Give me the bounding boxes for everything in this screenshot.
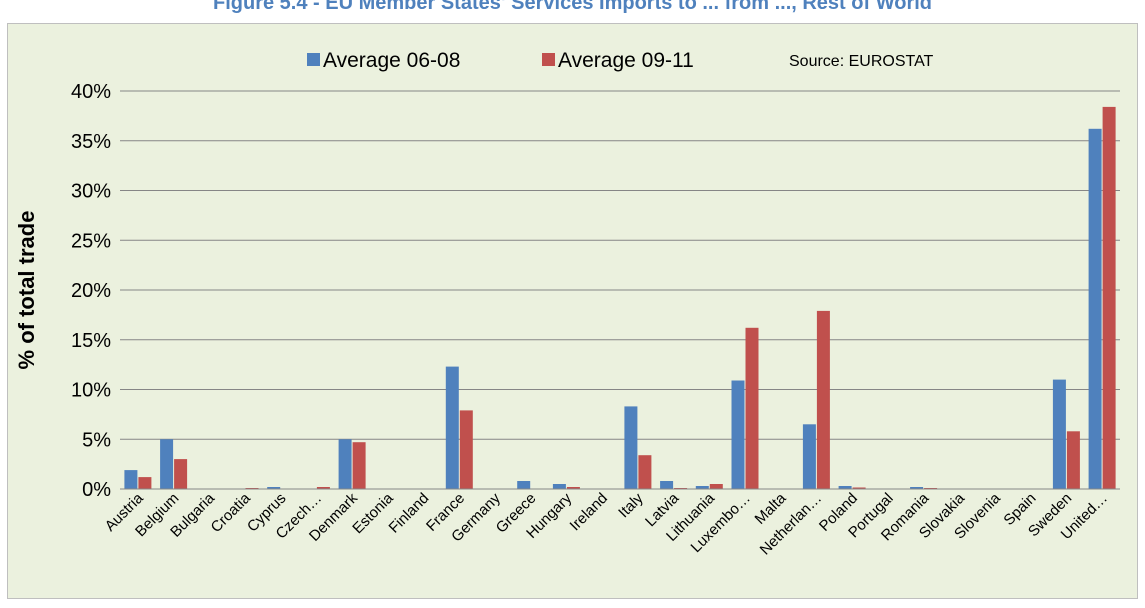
bar-series-2 bbox=[1067, 431, 1080, 489]
x-tick-labels: AustriaBelgiumBulgariaCroatiaCyprusCzech… bbox=[102, 489, 1111, 558]
y-tick-labels: 0% 5% 10% 15% 20% 25% 30% 35% 40% bbox=[71, 81, 111, 501]
bar-series-2 bbox=[746, 328, 759, 489]
bar-series-1 bbox=[124, 470, 137, 489]
y-tick-label: 0% bbox=[82, 479, 111, 501]
x-tick-label: Ireland bbox=[567, 490, 611, 534]
bar-series-1 bbox=[732, 381, 745, 490]
bar-series-1 bbox=[1053, 380, 1066, 489]
bar-series-2 bbox=[1103, 107, 1116, 489]
bar-series-2 bbox=[638, 455, 651, 489]
bar-series-1 bbox=[660, 481, 673, 489]
bar-series-1 bbox=[446, 367, 459, 489]
y-tick-label: 10% bbox=[71, 380, 111, 402]
bar-series-1 bbox=[517, 481, 530, 489]
bar-series-2 bbox=[174, 459, 187, 489]
legend-label-series-2: Average 09-11 bbox=[558, 49, 694, 72]
y-tick-label: 40% bbox=[71, 81, 111, 103]
y-tick-label: 30% bbox=[71, 181, 111, 203]
bar-series-2 bbox=[460, 410, 473, 489]
x-tick-label: Croatia bbox=[208, 489, 255, 536]
bar-series-2 bbox=[817, 311, 830, 489]
x-tick-label: Italy bbox=[615, 489, 647, 521]
bar-series-1 bbox=[339, 439, 352, 489]
x-tick-label: Finland bbox=[386, 490, 433, 537]
legend-swatch-series-2 bbox=[542, 53, 555, 66]
legend-label-series-1: Average 06-08 bbox=[323, 49, 460, 72]
bar-series-2 bbox=[710, 484, 723, 489]
bar-series-2 bbox=[138, 477, 151, 489]
gridlines bbox=[120, 91, 1120, 439]
bar-series-1 bbox=[624, 406, 637, 489]
y-tick-label: 5% bbox=[82, 429, 111, 451]
bar-series-1 bbox=[553, 484, 566, 489]
y-tick-label: 35% bbox=[71, 131, 111, 153]
bar-series-1 bbox=[803, 424, 816, 489]
y-tick-label: 25% bbox=[71, 230, 111, 252]
y-tick-label: 20% bbox=[71, 280, 111, 302]
legend: Average 06-08 Average 09-11 bbox=[307, 49, 694, 72]
legend-swatch-series-1 bbox=[307, 53, 320, 66]
bars bbox=[124, 107, 1115, 489]
bar-series-1 bbox=[1089, 129, 1102, 489]
source-note: Source: EUROSTAT bbox=[789, 53, 934, 70]
y-axis-label: % of total trade bbox=[14, 211, 39, 370]
y-tick-label: 15% bbox=[71, 330, 111, 352]
bar-series-1 bbox=[160, 439, 173, 489]
bar-series-2 bbox=[353, 442, 366, 489]
